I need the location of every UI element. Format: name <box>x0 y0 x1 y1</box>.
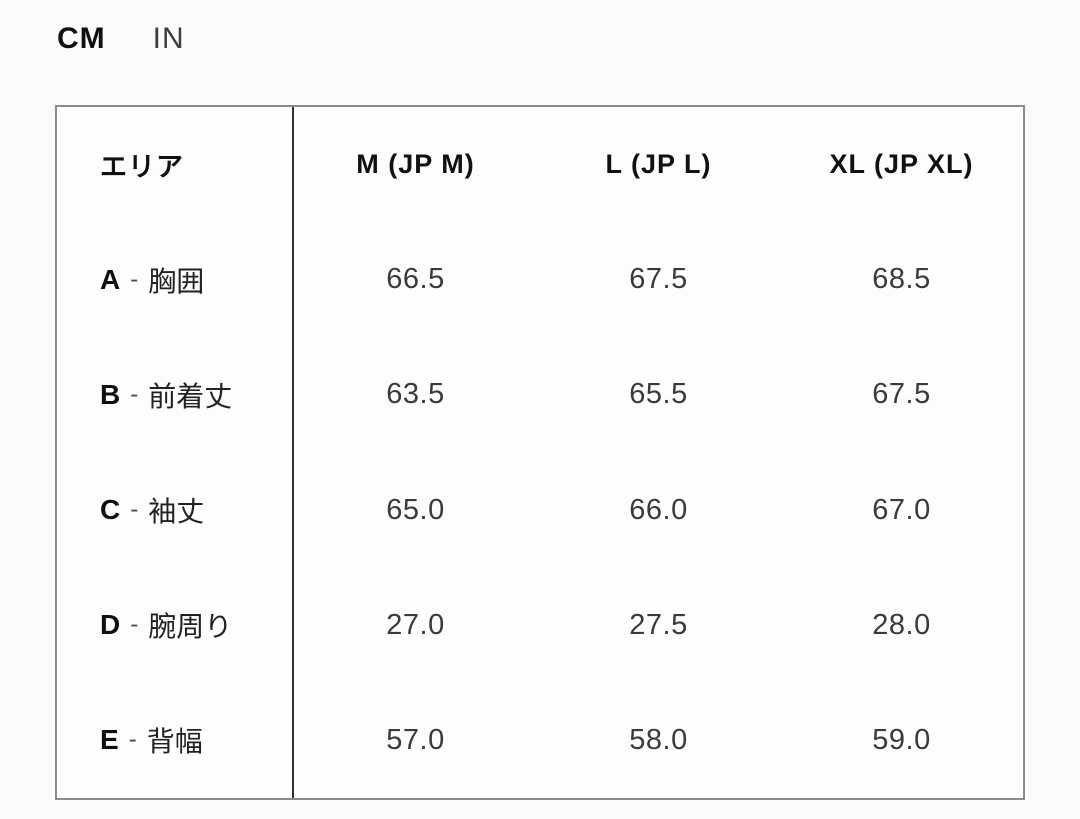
row-letter: A <box>100 263 121 295</box>
row-letter: C <box>100 494 121 526</box>
size-chart-table: エリア M (JP M) L (JP L) XL (JP XL) A - 胸囲 … <box>55 105 1025 800</box>
row-letter: E <box>100 724 119 756</box>
row-measurement-name: 腕周り <box>148 611 233 643</box>
unit-tab-in[interactable]: IN <box>152 22 185 55</box>
row-label-c: C - 袖丈 <box>57 452 294 568</box>
row-separator: - <box>128 726 137 754</box>
size-value-d-m: 27.0 <box>386 608 445 641</box>
row-separator: - <box>130 611 139 639</box>
row-label-a: A - 胸囲 <box>57 222 294 338</box>
size-value-e-m: 57.0 <box>386 723 445 756</box>
size-value-b-l: 65.5 <box>629 378 688 411</box>
unit-tab-cm[interactable]: CM <box>57 22 106 55</box>
row-separator: - <box>130 496 139 524</box>
column-header-size-l: L (JP L) <box>605 149 712 180</box>
size-value-e-xl: 59.0 <box>872 723 931 756</box>
row-label-b: B - 前着丈 <box>57 337 294 453</box>
column-header-size-m: M (JP M) <box>356 149 475 180</box>
row-measurement-name: 胸囲 <box>148 265 205 297</box>
size-value-c-xl: 67.0 <box>872 493 931 526</box>
size-value-d-xl: 28.0 <box>872 608 931 641</box>
row-label-e: E - 背幅 <box>57 682 294 798</box>
size-value-a-xl: 68.5 <box>872 263 931 296</box>
size-value-c-l: 66.0 <box>629 493 688 526</box>
size-value-a-m: 66.5 <box>386 263 445 296</box>
row-letter: B <box>100 378 121 410</box>
row-label-d: D - 腕周り <box>57 567 294 683</box>
row-measurement-name: 背幅 <box>146 726 203 758</box>
row-measurement-name: 袖丈 <box>148 496 205 528</box>
row-separator: - <box>130 380 139 408</box>
size-value-e-l: 58.0 <box>629 723 688 756</box>
size-value-c-m: 65.0 <box>386 493 445 526</box>
unit-switcher: CM IN <box>57 22 185 56</box>
size-value-b-m: 63.5 <box>386 378 445 411</box>
row-letter: D <box>100 609 121 641</box>
size-value-a-l: 67.5 <box>629 263 688 296</box>
size-value-d-l: 27.5 <box>629 608 688 641</box>
row-separator: - <box>130 265 139 293</box>
size-value-b-xl: 67.5 <box>872 378 931 411</box>
column-header-size-xl: XL (JP XL) <box>829 149 974 180</box>
column-header-area: エリア <box>57 107 294 223</box>
row-measurement-name: 前着丈 <box>148 380 233 412</box>
